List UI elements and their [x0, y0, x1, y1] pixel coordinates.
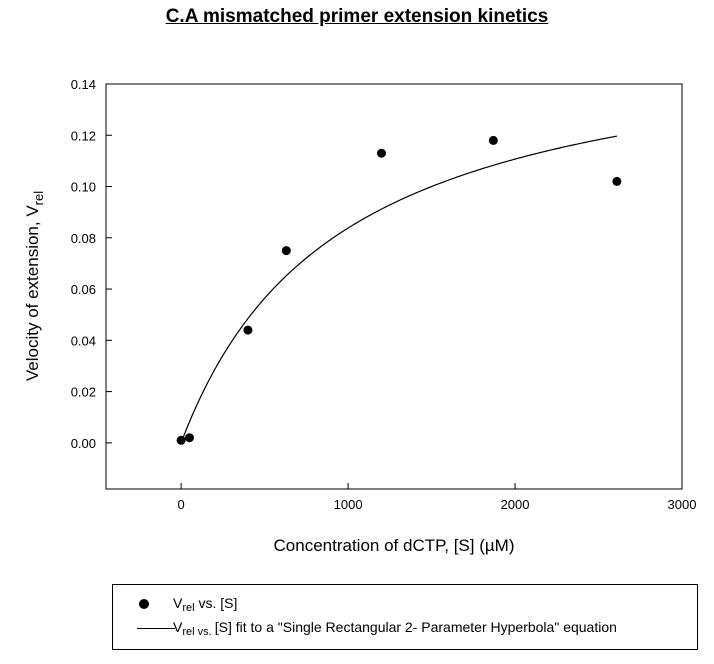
y-tick-label: 0.06: [71, 282, 96, 297]
y-tick-label: 0.04: [71, 333, 96, 348]
legend-label-points: Vrel vs. [S]: [173, 595, 238, 614]
chart-title: C.A mismatched primer extension kinetics: [165, 6, 549, 27]
y-tick-label: 0.08: [71, 231, 96, 246]
data-points: [176, 135, 622, 445]
legend: Vrel vs. [S] Vrel vs. [S] fit to a "Sing…: [112, 584, 698, 650]
x-axis-label: Concentration of dCTP, [S] (µM): [274, 536, 515, 555]
plot-frame: [105, 83, 683, 490]
x-axis-ticks: 0 1000 2000 3000: [178, 483, 697, 512]
y-tick-label: 0.14: [71, 77, 96, 92]
data-point: [376, 148, 386, 158]
y-axis-ticks: 0.00 0.02 0.04 0.06 0.08 0.10 0.12 0.14: [71, 77, 112, 451]
y-axis-label: Velocity of extension, Vrel: [23, 191, 46, 381]
data-point: [243, 325, 253, 335]
y-tick-label: 0.00: [71, 436, 96, 451]
data-point: [612, 176, 622, 186]
legend-symbol-dot: [125, 594, 165, 614]
fit-curve: [180, 135, 617, 444]
x-tick-label: 3000: [668, 497, 697, 512]
chart-canvas: 0 1000 2000 3000 0.000.020.040.060.080.100.…: [23, 77, 697, 555]
x-tick-label: 2000: [501, 497, 530, 512]
data-point: [488, 135, 498, 145]
y-axis-label-main: Velocity of extension, V: [23, 205, 42, 381]
legend-symbol-line: [125, 618, 175, 638]
data-point: [184, 433, 194, 443]
data-point: [176, 435, 186, 445]
y-tick-label: 0.02: [71, 385, 96, 400]
y-axis-label-sub: rel: [31, 191, 46, 206]
x-tick-label: 1000: [334, 497, 363, 512]
y-tick-label: 0.10: [71, 180, 96, 195]
data-point: [281, 246, 291, 256]
x-tick-label: 0: [178, 497, 185, 512]
legend-label-fit: Vrel vs. [S] fit to a "Single Rectangula…: [173, 619, 617, 638]
y-tick-label: 0.12: [71, 128, 96, 143]
chart-title-wrap: C.A mismatched primer extension kinetics: [0, 6, 714, 28]
